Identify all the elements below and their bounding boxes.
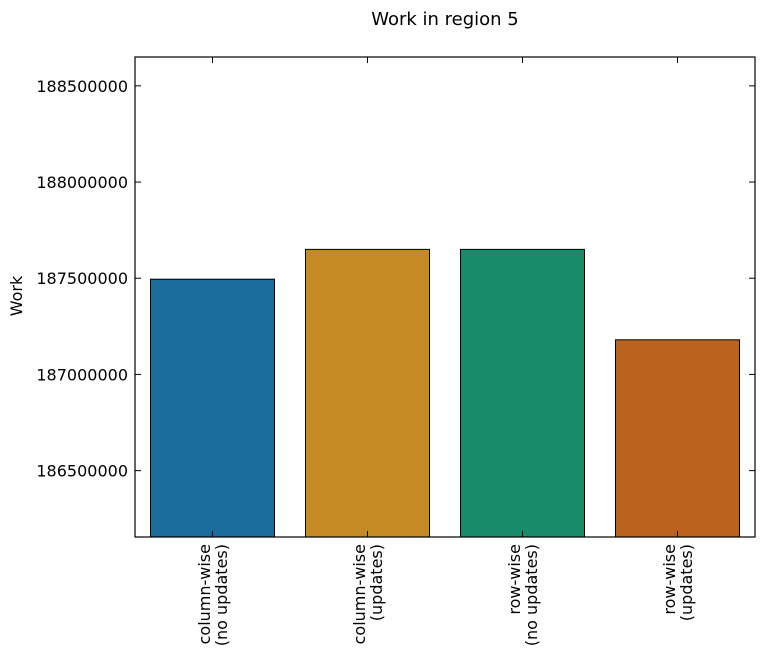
bar-3 bbox=[615, 339, 740, 538]
x-tick-label-1-line-0: column-wise bbox=[350, 544, 369, 644]
y-tick-label-3: 188000000 bbox=[36, 173, 128, 192]
x-tick-label-1-line-1: (updates) bbox=[367, 544, 386, 621]
x-tick-label-2: row-wise(no updates) bbox=[505, 544, 541, 646]
x-tick-label-0-line-1: (no updates) bbox=[212, 544, 231, 646]
x-tick-label-0: column-wise(no updates) bbox=[195, 544, 231, 646]
bars-group bbox=[150, 248, 740, 538]
x-tick-label-3-line-1: (updates) bbox=[677, 544, 696, 621]
bar-2 bbox=[460, 248, 585, 538]
x-tick-label-2-line-1: (no updates) bbox=[522, 544, 541, 646]
x-tick-label-3-line-0: row-wise bbox=[660, 544, 679, 615]
bar-1 bbox=[305, 248, 430, 538]
x-tick-labels: column-wise(no updates) column-wise(updat… bbox=[195, 544, 696, 646]
y-tick-label-0: 186500000 bbox=[36, 462, 128, 481]
x-tick-label-2-line-0: row-wise bbox=[505, 544, 524, 615]
chart-title: Work in region 5 bbox=[371, 9, 519, 30]
x-tick-label-0-line-0: column-wise bbox=[195, 544, 214, 644]
y-tick-label-2: 187500000 bbox=[36, 269, 128, 288]
x-tick-label-1: column-wise(updates) bbox=[350, 544, 386, 644]
x-tick-label-3: row-wise(updates) bbox=[660, 544, 696, 621]
plot-frame bbox=[134, 56, 756, 538]
bar-0 bbox=[150, 278, 275, 538]
y-axis-label: Work bbox=[7, 275, 26, 316]
y-tick-label-4: 188500000 bbox=[36, 77, 128, 96]
y-tick-labels: 186500000 187000000 187500000 188000000 1885… bbox=[36, 77, 128, 481]
y-tick-label-1: 187000000 bbox=[36, 365, 128, 384]
ticks-group bbox=[135, 57, 755, 537]
